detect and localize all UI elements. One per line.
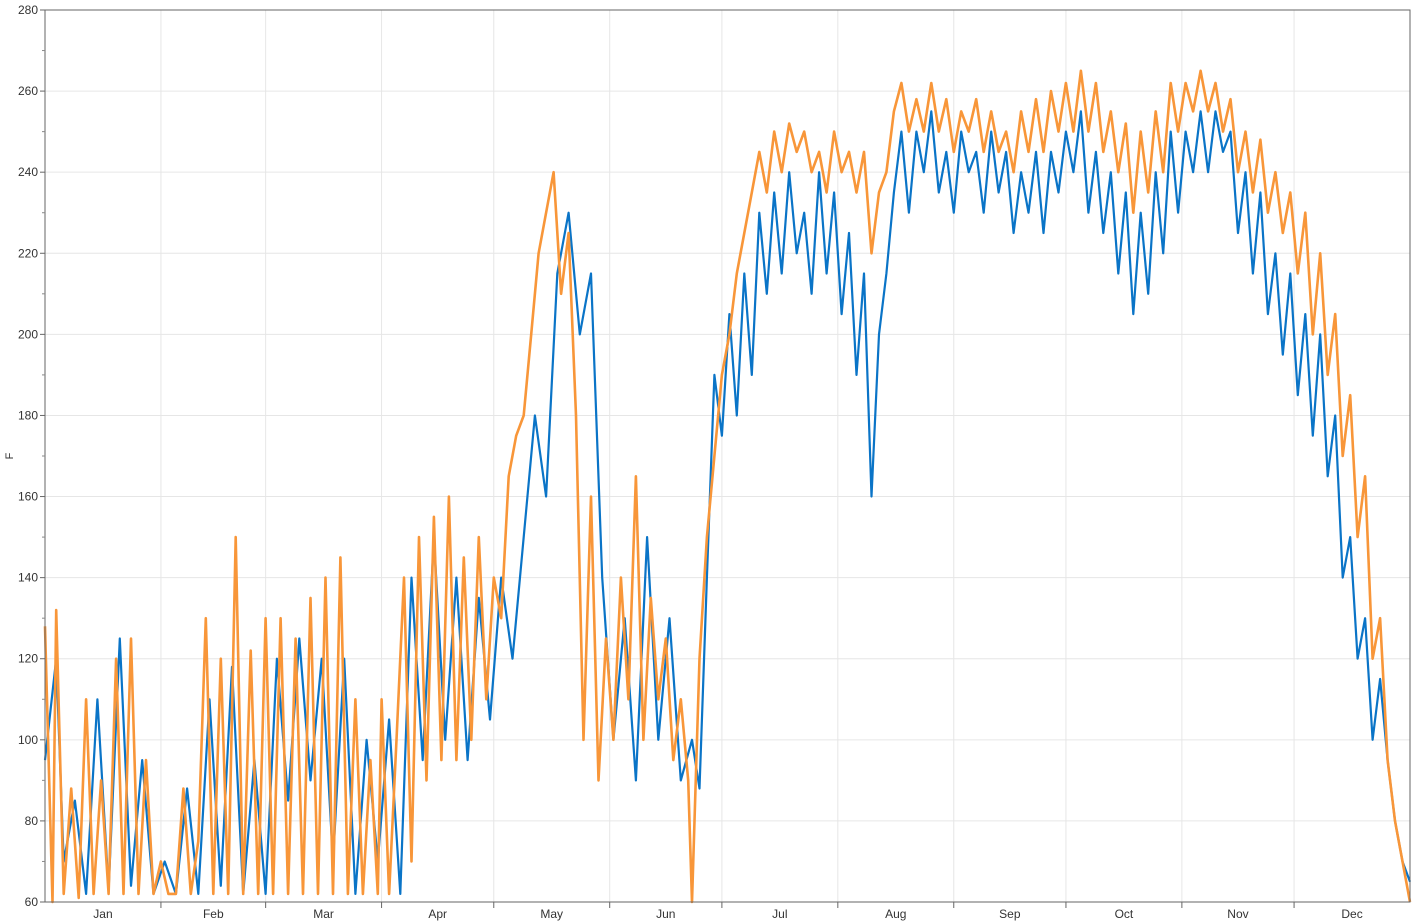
x-tick-label: Apr [428,907,447,921]
x-tick-label: Oct [1115,907,1134,921]
series-line-2 [43,69,1412,904]
y-tick-label: 260 [18,84,38,98]
axes: 60 80 100 120 140 160 180 200 220 240 260 280 Jan Feb… [18,3,1363,921]
y-tick-label: 220 [18,246,38,260]
y-tick-label: 60 [25,895,39,909]
y-tick-label: 140 [18,571,38,585]
x-tick-label: Nov [1227,907,1248,921]
y-tick-label: 160 [18,490,38,504]
x-tick-label: Mar [313,907,334,921]
series-lines [43,69,1412,904]
x-tick-label: Dec [1341,907,1362,921]
y-tick-label: 200 [18,327,38,341]
y-axis-title: F [4,452,16,459]
x-tick-label: Aug [885,907,906,921]
y-tick-label: 240 [18,165,38,179]
x-tick-label: Feb [203,907,224,921]
x-tick-label: Jan [93,907,112,921]
y-tick-label: 120 [18,652,38,666]
y-tick-label: 80 [25,814,39,828]
x-tick-label: Sep [999,907,1021,921]
y-tick-label: 280 [18,3,38,17]
x-tick-label: Jul [772,907,787,921]
series-line-1 [43,110,1412,896]
x-tick-label: May [540,907,563,921]
y-tick-label: 180 [18,408,38,422]
x-tick-label: Jun [656,907,675,921]
y-tick-label: 100 [18,733,38,747]
